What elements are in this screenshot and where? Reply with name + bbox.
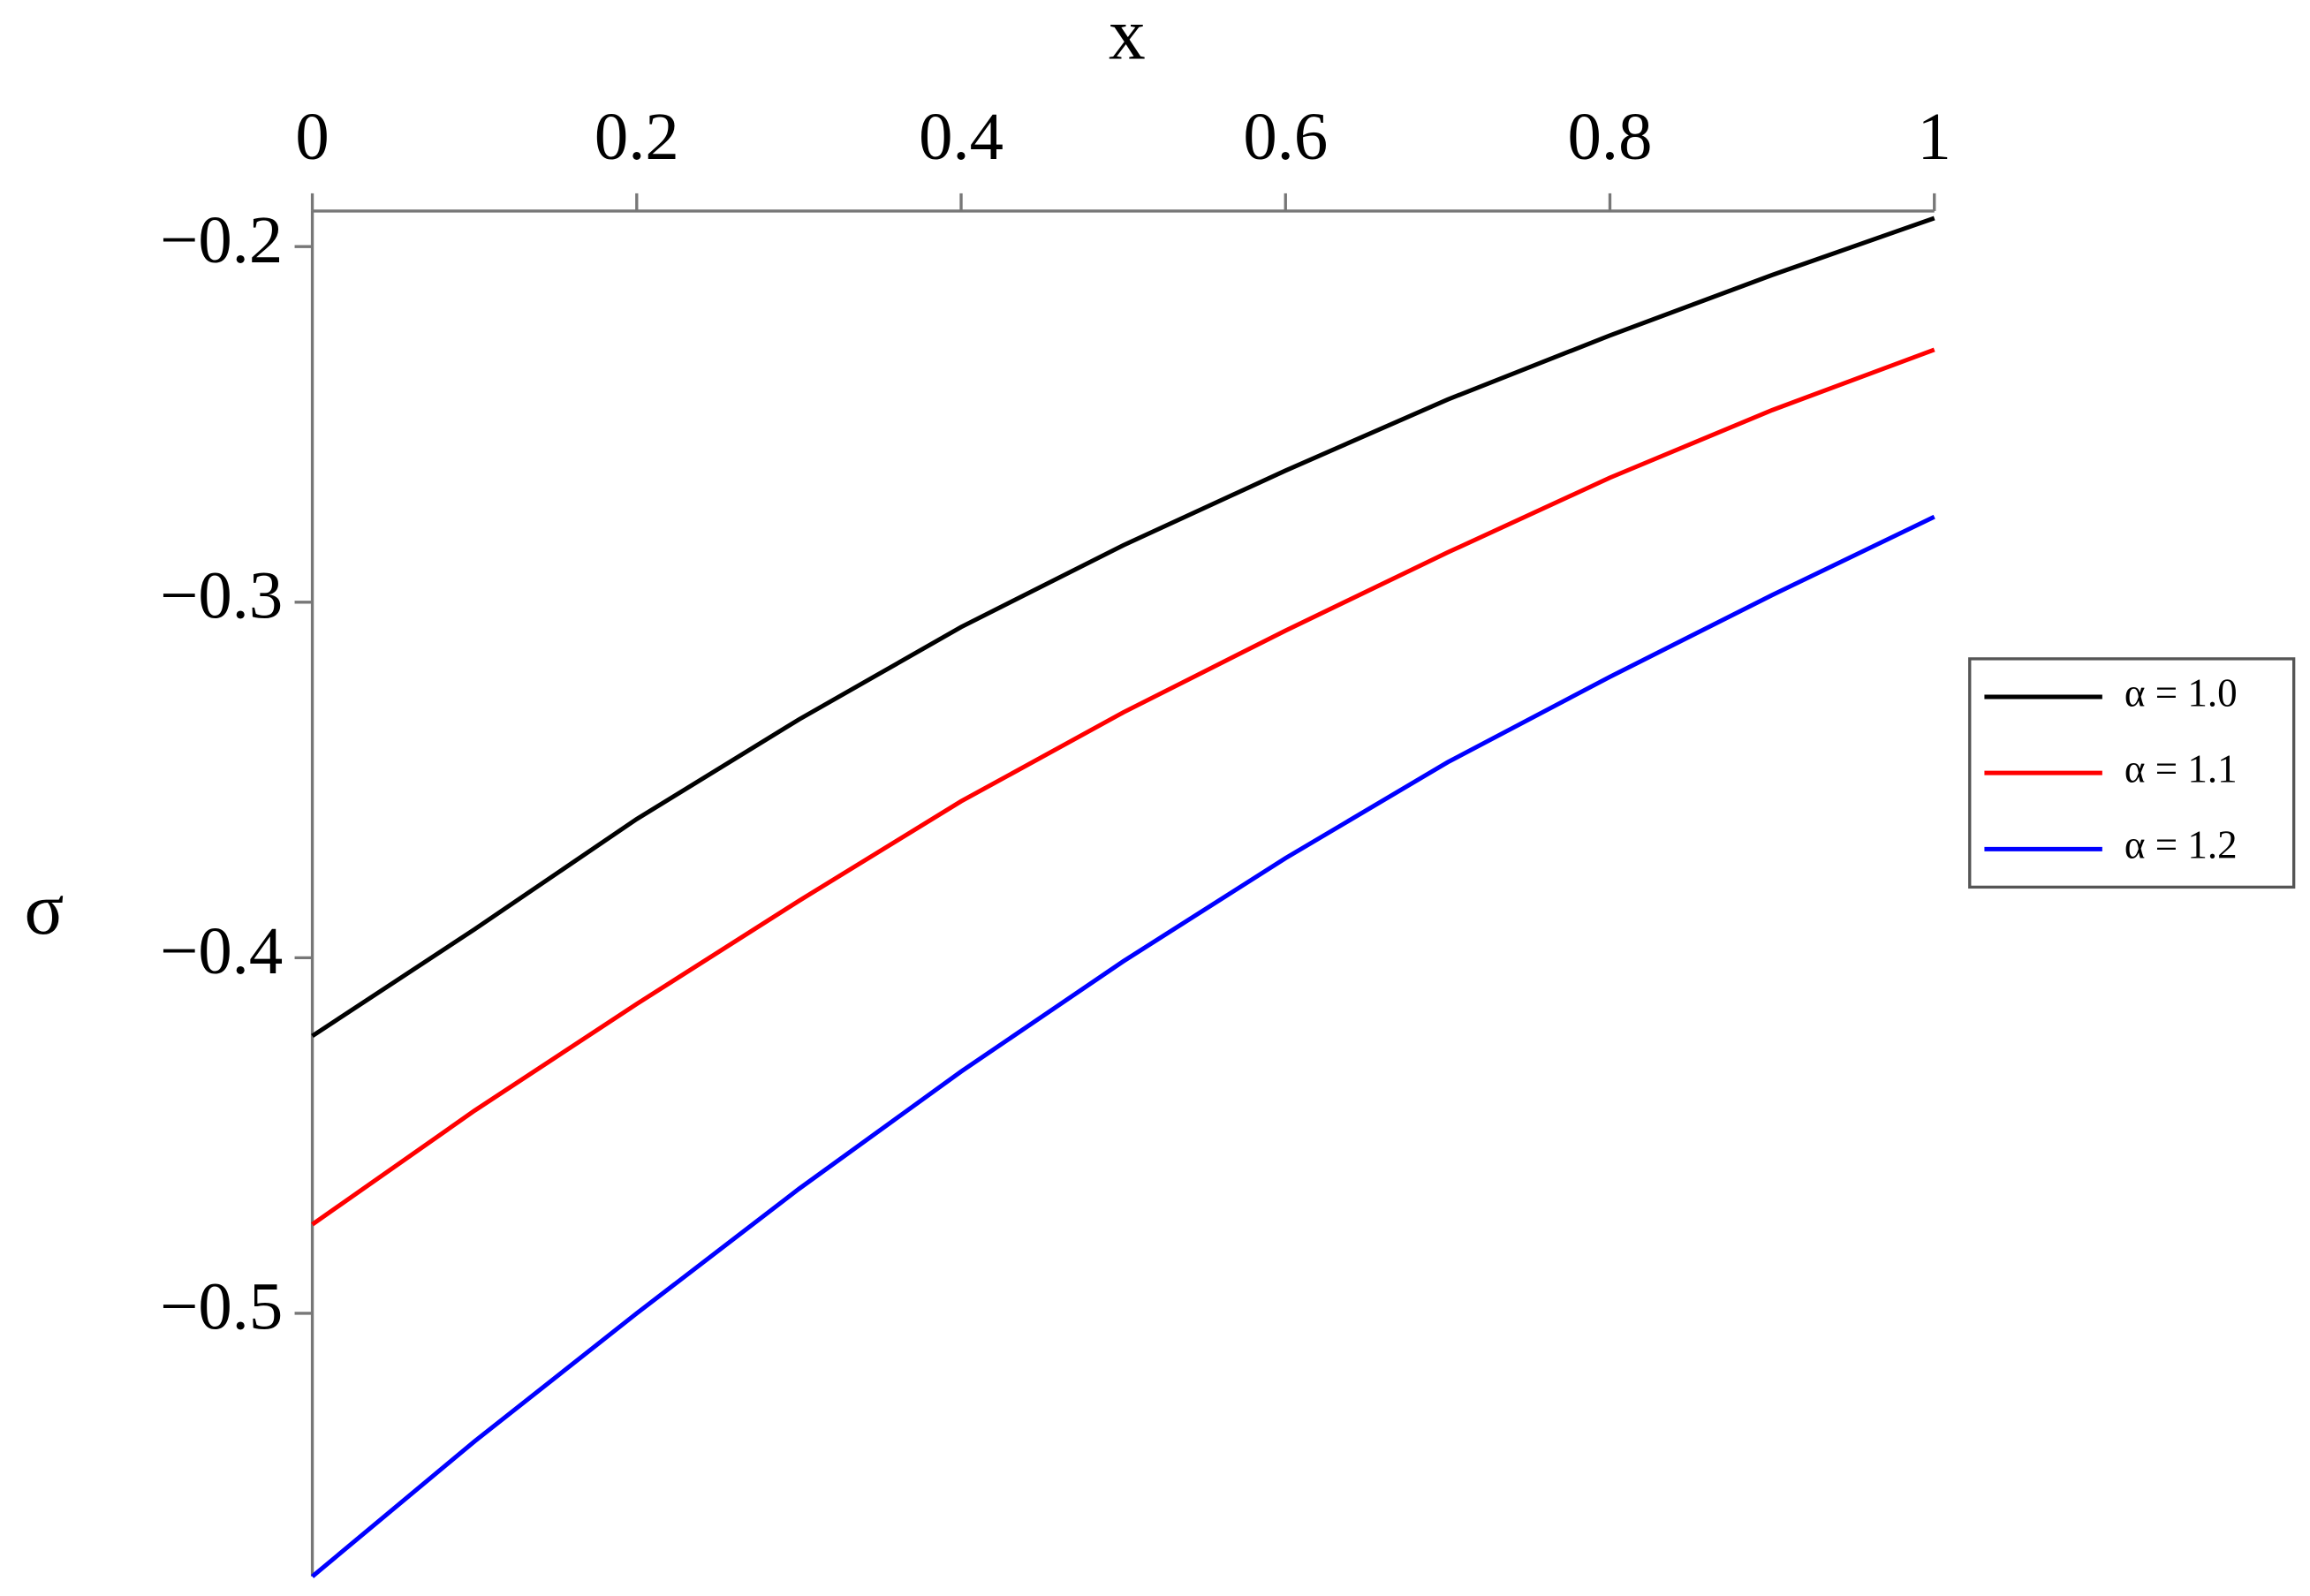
x-tick-label: 1 (1918, 99, 1951, 174)
y-tick-label: −0.3 (160, 557, 283, 632)
legend-label: α = 1.1 (2124, 746, 2238, 790)
y-tick-label: −0.4 (160, 913, 283, 988)
series-line (311, 347, 1935, 1227)
y-tick-label: −0.2 (160, 202, 283, 277)
series-line (311, 216, 1935, 1039)
x-tick-label: 0.6 (1243, 99, 1328, 174)
y-axis-label: σ (25, 869, 64, 950)
legend: α = 1.0 α = 1.1 α = 1.2 (1968, 657, 2296, 889)
x-tick-label: 0.2 (595, 99, 679, 174)
x-tick-label: 0 (295, 99, 329, 174)
legend-label: α = 1.2 (2124, 823, 2238, 867)
y-tick-label: −0.5 (160, 1269, 283, 1344)
x-tick-label: 0.4 (919, 99, 1004, 174)
legend-label: α = 1.0 (2124, 670, 2238, 715)
x-axis-label: x (1109, 0, 1146, 75)
x-tick-label: 0.8 (1568, 99, 1653, 174)
series-line (310, 514, 1935, 1578)
